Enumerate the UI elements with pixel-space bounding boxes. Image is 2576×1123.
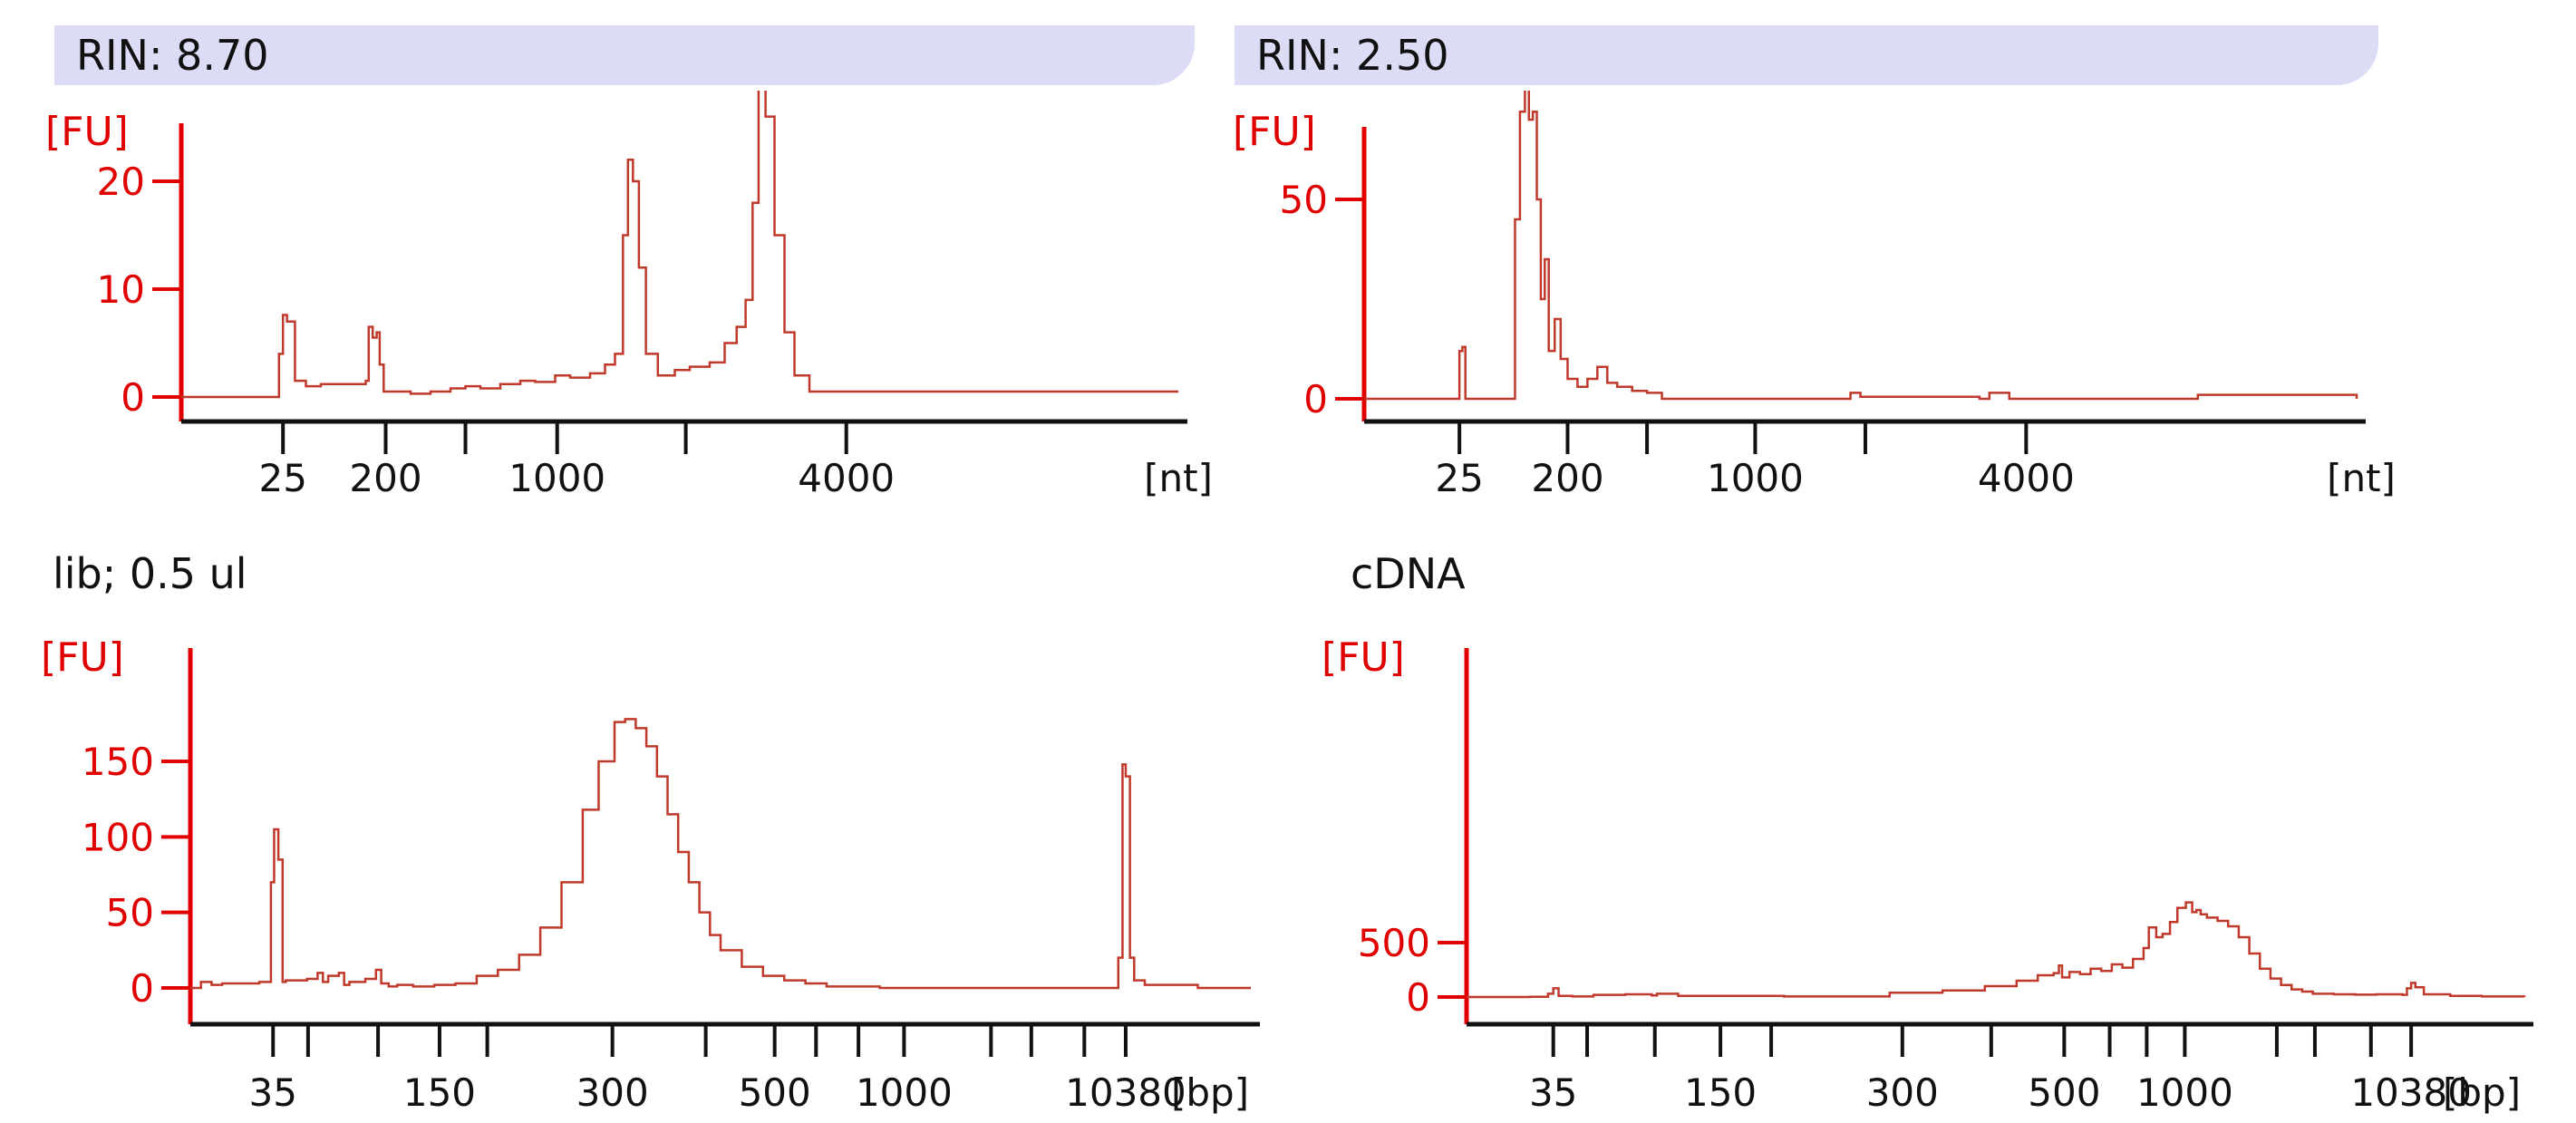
- trace-series-0: [1467, 901, 2526, 999]
- y-axis-label: [FU]: [1322, 634, 1405, 681]
- electropherogram-top-left: 0 10 20 [FU] 25 200 1000 4000 [nt]: [45, 91, 1213, 500]
- x-axis-label: [nt]: [1144, 456, 1213, 500]
- x-tick-label: 1000: [856, 1070, 953, 1115]
- rin-label-right: RIN: 2.50: [1256, 31, 1449, 80]
- heading-left-clip: [54, 0, 1124, 27]
- y-axis-label: [FU]: [41, 634, 124, 681]
- x-tick-label: 150: [403, 1070, 476, 1115]
- y-tick-label: 500: [1358, 921, 1430, 965]
- trace-series-0: [1364, 91, 2358, 401]
- heading-right-clip: [1269, 0, 2266, 27]
- trace-series-0: [190, 718, 1251, 990]
- y-tick-label: 50: [1280, 178, 1328, 222]
- y-tick-label: 0: [121, 375, 145, 420]
- x-tick-label: 10380: [1065, 1070, 1186, 1115]
- x-axis-label: [nt]: [2327, 456, 2396, 500]
- rin-label-left: RIN: 8.70: [76, 31, 269, 80]
- y-tick-label: 10: [97, 267, 145, 312]
- x-tick-label: 10380: [2350, 1070, 2472, 1115]
- y-tick-label: 0: [1406, 975, 1430, 1020]
- x-tick-label: 150: [1684, 1070, 1757, 1115]
- y-tick-label: 0: [130, 966, 154, 1011]
- x-tick-label: 300: [576, 1070, 649, 1115]
- x-axis-label: [bp]: [1171, 1070, 1249, 1115]
- x-tick-label: 500: [2028, 1070, 2100, 1115]
- trace-series-0: [181, 91, 1178, 399]
- x-tick-label: 200: [1531, 456, 1603, 500]
- y-tick-label: 50: [106, 891, 154, 935]
- rin-banner-left: RIN: 8.70: [54, 25, 1195, 85]
- x-tick-label: 25: [258, 456, 306, 500]
- panel-title-lib: lib; 0.5 ul: [53, 549, 247, 598]
- y-tick-label: 150: [82, 740, 154, 784]
- y-axis-label: [FU]: [1233, 109, 1316, 155]
- electropherogram-top-right: 0 50 [FU] 25 200 1000 4000 [nt]: [1233, 91, 2396, 500]
- x-axis-label: [bp]: [2443, 1070, 2521, 1115]
- y-tick-label: 20: [97, 160, 145, 204]
- y-tick-label: 0: [1303, 377, 1328, 421]
- x-tick-label: 4000: [1978, 456, 2075, 500]
- x-tick-label: 200: [349, 456, 421, 500]
- rin-banner-right: RIN: 2.50: [1235, 25, 2378, 85]
- x-tick-label: 35: [249, 1070, 297, 1115]
- x-tick-label: 1000: [1707, 456, 1804, 500]
- electropherogram-bottom-left: 0 50 100 150 [FU] 35 150 300 500 1000 10380[bp]: [41, 634, 1260, 1115]
- x-tick-label: 35: [1529, 1070, 1577, 1115]
- y-tick-label: 100: [82, 815, 154, 859]
- x-tick-label: 1000: [508, 456, 605, 500]
- x-tick-label: 1000: [2136, 1070, 2233, 1115]
- panel-title-cdna: cDNA: [1351, 549, 1466, 598]
- x-tick-label: 4000: [798, 456, 895, 500]
- x-tick-label: 500: [739, 1070, 811, 1115]
- electropherogram-bottom-right: 0 500 [FU] 35 150 300 500 1000 10380[bp]: [1322, 634, 2533, 1115]
- x-tick-label: 300: [1866, 1070, 1939, 1115]
- y-axis-label: [FU]: [45, 109, 129, 155]
- x-tick-label: 25: [1435, 456, 1483, 500]
